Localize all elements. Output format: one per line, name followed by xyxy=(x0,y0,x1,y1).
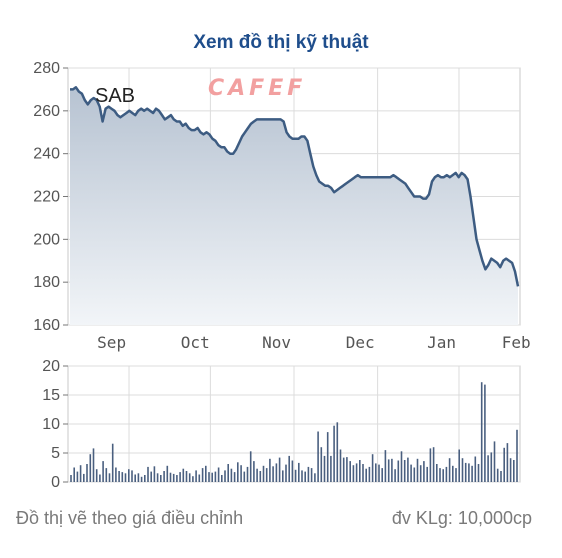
price-line xyxy=(70,86,520,287)
price-tick-label: 160 xyxy=(33,317,60,334)
volume-tick-label: 10 xyxy=(42,416,60,433)
volume-tick-label: 5 xyxy=(51,445,60,462)
volume-tick-label: 0 xyxy=(51,474,60,491)
price-tick-label: 280 xyxy=(33,60,60,77)
price-tick-label: 260 xyxy=(33,103,60,120)
x-tick-label: Oct xyxy=(181,333,210,352)
x-tick-label: Jan xyxy=(427,333,456,352)
price-tick-label: 240 xyxy=(33,146,60,163)
chart-title: Xem đồ thị kỹ thuật xyxy=(193,32,369,53)
x-tick-label: Feb xyxy=(502,333,531,352)
series-label: SAB xyxy=(95,85,135,107)
volume-tick-label: 20 xyxy=(42,358,60,375)
x-tick-label: Sep xyxy=(97,333,126,352)
volume-tick-label: 15 xyxy=(42,387,60,404)
price-tick-label: 180 xyxy=(33,274,60,291)
x-tick-label: Nov xyxy=(262,333,291,352)
price-area xyxy=(70,87,518,325)
footer-volume-unit: đv KLg: 10,000cp xyxy=(391,508,532,528)
footer-adjusted-price-note: Đồ thị vẽ theo giá điều chỉnh xyxy=(16,508,244,528)
price-tick-label: 200 xyxy=(33,231,60,248)
price-tick-label: 220 xyxy=(33,189,60,206)
cafef-watermark: CAFEF xyxy=(208,76,306,101)
x-tick-label: Dec xyxy=(346,333,375,352)
